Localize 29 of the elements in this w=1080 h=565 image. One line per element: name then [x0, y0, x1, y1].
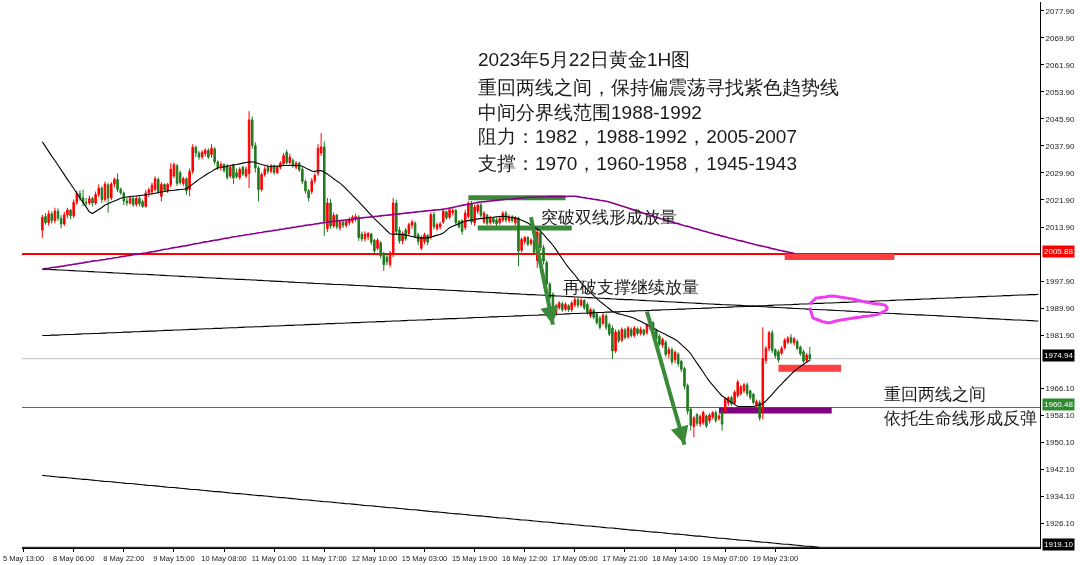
y-tick-label: 2069.90 [1045, 33, 1076, 43]
y-tick-label: 2037.90 [1045, 141, 1076, 151]
y-tick-label: 2045.90 [1045, 114, 1076, 124]
y-tick-label: 1997.90 [1045, 276, 1076, 286]
y-tick-label: 1958.10 [1045, 411, 1076, 421]
annotation: 支撑：1970，1960-1958，1945-1943 [478, 153, 797, 174]
y-tick-label: 2029.90 [1045, 168, 1076, 178]
y-tick-label: 1981.90 [1045, 330, 1076, 340]
y-tick-label: 2053.90 [1045, 87, 1076, 97]
y-tick-label: 1942.10 [1045, 465, 1076, 475]
y-tick-label: 1950.10 [1045, 438, 1076, 448]
ref-line-label: 1919.10 [1044, 540, 1074, 549]
y-tick-label: 2061.90 [1045, 60, 1076, 70]
ref-line-label: 1960.48 [1044, 400, 1074, 409]
y-tick-label: 1989.90 [1045, 303, 1076, 313]
annotation: 重回两线之间 [884, 385, 986, 403]
y-tick-label: 2021.90 [1045, 195, 1076, 205]
y-tick-label: 1934.10 [1045, 492, 1076, 502]
y-tick-label: 1966.10 [1045, 384, 1076, 394]
y-tick-label: 2077.90 [1045, 6, 1076, 16]
annotation: 重回两线之间，保持偏震荡寻找紫色趋势线 [478, 77, 839, 98]
annotation: 中间分界线范围1988-1992 [478, 102, 702, 123]
annotation: 阻力：1982，1988-1992，2005-2007 [478, 126, 797, 147]
text: 2023年5月22日黄金1H图 [478, 49, 691, 70]
y-tick-label: 1926.10 [1045, 519, 1076, 529]
annotation: 依托生命线形成反弹 [884, 409, 1037, 427]
y-tick-label: 2013.90 [1045, 222, 1076, 232]
ref-line-label: 1974.94 [1044, 351, 1074, 360]
ref-line-label: 2005.88 [1044, 247, 1074, 256]
